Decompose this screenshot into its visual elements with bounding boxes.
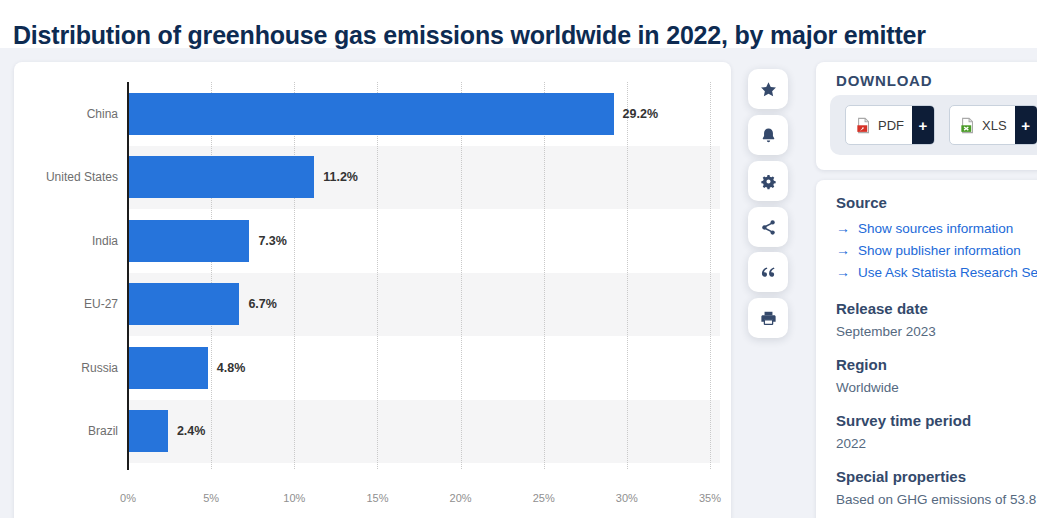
meta-value: 2022: [836, 436, 1037, 451]
chart-card: ChinaUnited StatesIndiaEU-27RussiaBrazil…: [14, 62, 731, 518]
gridline: [294, 82, 295, 469]
print-button[interactable]: [748, 298, 788, 338]
printer-icon: [759, 309, 778, 328]
source-link-label: Show publisher information: [858, 243, 1021, 258]
arrow-right-icon: →: [836, 220, 850, 236]
x-tick-label: 35%: [699, 492, 721, 504]
category-label: United States: [14, 146, 118, 210]
bar-united-states[interactable]: [128, 156, 314, 198]
source-link[interactable]: → Show sources information: [836, 217, 1037, 239]
source-link-label: Show sources information: [858, 221, 1013, 236]
meta-heading: Release date: [836, 300, 1037, 317]
category-label: India: [14, 209, 118, 273]
source-heading: Source: [836, 194, 1037, 211]
plot-area: 29.2% 11.2% 7.3% 6.7%4.8% 2.4%: [128, 82, 720, 463]
row-band: [128, 400, 720, 464]
arrow-right-icon: →: [836, 242, 850, 258]
category-label: Russia: [14, 336, 118, 400]
download-heading: DOWNLOAD: [836, 72, 932, 89]
x-tick-label: 0%: [120, 492, 136, 504]
meta-section: Release date September 2023: [836, 300, 1037, 339]
bar-value-label: 4.8%: [217, 347, 246, 389]
meta-value: September 2023: [836, 324, 1037, 339]
bar-india[interactable]: [128, 220, 249, 262]
download-button-label: PDF: [878, 118, 904, 133]
category-label: China: [14, 82, 118, 146]
bar-brazil[interactable]: [128, 410, 168, 452]
gridline: [377, 82, 378, 469]
x-axis-ticks: 0% 5% 10% 15% 20% 25% 30% 35%: [14, 492, 731, 506]
meta-section: Special properties Based on GHG emissions…: [836, 468, 1037, 507]
source-link-label: Use Ask Statista Research Ser: [858, 265, 1037, 280]
source-link[interactable]: → Show publisher information: [836, 239, 1037, 261]
plus-icon[interactable]: +: [1015, 106, 1037, 144]
gridline: [627, 82, 628, 469]
meta-section: Region Worldwide: [836, 356, 1037, 395]
download-buttons-tray: PDF + XLS +: [830, 95, 1037, 155]
x-tick-label: 15%: [366, 492, 388, 504]
x-tick-label: 5%: [203, 492, 219, 504]
arrow-right-icon: →: [836, 264, 850, 280]
share-icon: [759, 218, 778, 237]
bar-value-label: 6.7%: [248, 283, 277, 325]
x-tick-label: 30%: [616, 492, 638, 504]
source-link[interactable]: → Use Ask Statista Research Ser: [836, 261, 1037, 283]
quote-icon: [759, 263, 778, 282]
page-title: Distribution of greenhouse gas emissions…: [13, 21, 1033, 50]
download-card: DOWNLOAD PDF + XLS +: [816, 62, 1037, 170]
meta-section: Survey time period 2022: [836, 412, 1037, 451]
bar-value-label: 29.2%: [623, 93, 658, 135]
gridline: [461, 82, 462, 469]
meta-value: Worldwide: [836, 380, 1037, 395]
star-icon: [759, 80, 778, 99]
x-tick-label: 10%: [283, 492, 305, 504]
favorite-button[interactable]: [748, 69, 788, 109]
bell-icon: [759, 126, 778, 145]
y-axis-line: [127, 82, 129, 470]
share-button[interactable]: [748, 207, 788, 247]
download-xls-button[interactable]: XLS +: [949, 105, 1037, 145]
download-button-label: XLS: [982, 118, 1007, 133]
category-axis: ChinaUnited StatesIndiaEU-27RussiaBrazil: [14, 82, 118, 463]
x-tick-label: 25%: [533, 492, 555, 504]
bar-value-label: 11.2%: [323, 156, 358, 198]
meta-heading: Region: [836, 356, 1037, 373]
x-tick-label: 20%: [450, 492, 472, 504]
gridline: [544, 82, 545, 469]
info-card: Source → Show sources information → Show pu…: [816, 180, 1037, 518]
pdf-file-icon: [855, 117, 872, 134]
xls-file-icon: [959, 117, 976, 134]
source-links: → Show sources information → Show publisher…: [836, 217, 1037, 283]
meta-heading: Special properties: [836, 468, 1037, 485]
gridline: [211, 82, 212, 469]
download-pdf-button[interactable]: PDF +: [845, 105, 935, 145]
bar-china[interactable]: [128, 93, 614, 135]
category-label: EU-27: [14, 273, 118, 337]
gear-icon: [759, 172, 778, 191]
bar-value-label: 2.4%: [177, 410, 206, 452]
bar-russia[interactable]: [128, 347, 208, 389]
settings-button[interactable]: [748, 161, 788, 201]
bar-value-label: 7.3%: [258, 220, 287, 262]
gridline: [710, 82, 711, 469]
plus-icon[interactable]: +: [912, 106, 934, 144]
meta-value: Based on GHG emissions of 53.8: [836, 492, 1037, 507]
bar-eu-27[interactable]: [128, 283, 239, 325]
meta-heading: Survey time period: [836, 412, 1037, 429]
category-label: Brazil: [14, 400, 118, 464]
notification-button[interactable]: [748, 115, 788, 155]
cite-button[interactable]: [748, 252, 788, 292]
